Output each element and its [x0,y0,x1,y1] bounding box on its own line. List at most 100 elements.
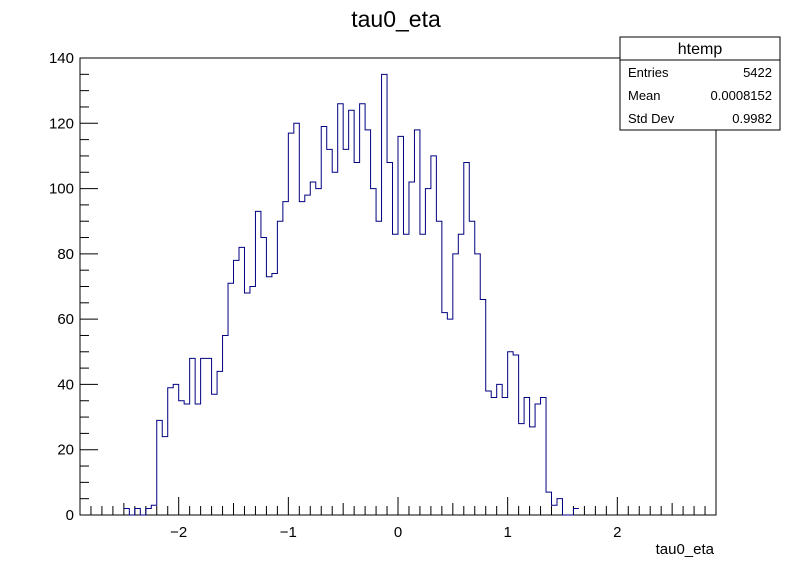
histogram-outline [123,73,579,516]
histogram-bin [431,156,436,515]
histogram-bin [573,508,578,515]
histogram-bin [546,492,551,515]
histogram-bin [393,234,398,515]
x-tick-label: 2 [613,524,621,541]
histogram-bin [228,283,233,515]
histogram-bin [480,300,485,515]
histogram-bin [294,123,299,515]
chart-title: tau0_eta [351,6,441,32]
histogram-bin [541,397,546,515]
stats-mean-label: Mean [628,88,661,103]
y-tick-label: 40 [57,376,74,393]
histogram-bin [486,391,491,515]
histogram-bin [338,104,343,515]
x-tick-label: −2 [170,524,187,541]
histogram-bin [491,397,496,515]
histogram-bin [305,195,310,515]
histogram-bin [195,404,200,515]
histogram-bin [151,505,156,515]
histogram-bin [513,355,518,515]
stats-box-title: htemp [678,41,723,58]
histogram-bin [255,211,260,515]
histogram-bin [420,234,425,515]
histogram-bin [332,172,337,515]
histogram-bin [135,508,140,515]
histogram-bin [234,260,239,515]
histogram-bin [398,136,403,515]
histogram-bin [371,189,376,515]
x-tick-label: 0 [394,524,402,541]
histogram-bin [223,335,228,515]
histogram-bin [458,234,463,515]
histogram-bin [157,420,162,515]
histogram-bin [436,221,441,515]
y-tick-label: 0 [66,507,74,524]
histogram-bin [179,401,184,515]
histogram-bin [244,293,249,515]
histogram-bin [162,437,167,515]
stats-stddev-value: 0.9982 [732,111,772,126]
histogram-bin [277,221,282,515]
histogram-bin [261,238,266,515]
histogram-bin [387,162,392,515]
histogram-bin [502,397,507,515]
histogram-bin [447,319,452,515]
histogram-bin [250,287,255,516]
histogram-bin [475,254,480,515]
y-tick-label: 20 [57,442,74,459]
histogram-bin [343,149,348,515]
histogram-bin [266,277,271,515]
histogram-bin [508,352,513,515]
stats-mean-value: 0.0008152 [711,88,772,103]
histogram-bin [217,371,222,515]
histogram-bin [409,182,414,515]
histogram-bin [124,508,129,515]
histogram-bin [497,384,502,515]
y-tick-label: 100 [49,181,74,198]
histogram-bin [321,127,326,515]
x-axis: −2 −1 0 1 2 [90,497,706,541]
histogram-bin [425,189,430,515]
histogram-bin [535,404,540,515]
x-tick-label: −1 [280,524,297,541]
histogram-bin [184,404,189,515]
y-tick-label: 120 [49,115,74,132]
histogram-bin [453,254,458,515]
stats-stddev-label: Std Dev [628,111,675,126]
histogram-bin [349,110,354,515]
histogram-bin [530,427,535,515]
histogram-bin [557,499,562,515]
histogram-bin [316,189,321,515]
stats-box: htemp Entries 5422 Mean 0.0008152 Std De… [619,36,781,131]
histogram-bin [283,202,288,515]
histogram-bin [190,358,195,515]
histogram-bin [173,384,178,515]
histogram-bin [360,104,365,515]
histogram-bin [272,273,277,515]
y-tick-label: 60 [57,311,74,328]
histogram-bin [354,162,359,515]
histogram-bin [201,358,206,515]
y-axis: 0 20 40 60 80 100 120 140 [49,50,98,524]
histogram-bin [146,508,151,515]
histogram-bin [403,234,408,515]
histogram-bin [469,221,474,515]
stats-box-frame [619,36,781,131]
histogram-bin [414,130,419,515]
histogram-bin [382,74,387,515]
histogram-bin [376,221,381,515]
histogram-bin [365,130,370,515]
histogram-bin [206,358,211,515]
histogram-bin [464,162,469,515]
x-tick-label: 1 [503,524,511,541]
stats-entries-value: 5422 [743,65,772,80]
histogram-bin [524,397,529,515]
histogram-bin [239,247,244,515]
x-axis-title: tau0_eta [656,541,715,558]
histogram-bins [124,74,579,515]
histogram-bin [212,394,217,515]
histogram-bin [519,424,524,515]
histogram-bin [442,313,447,515]
histogram-bin [552,505,557,515]
